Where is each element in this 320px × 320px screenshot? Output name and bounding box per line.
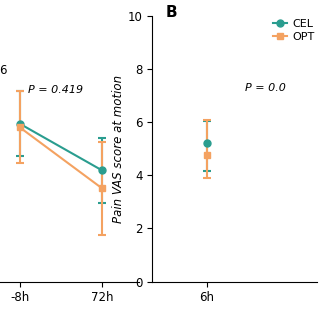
Text: B: B xyxy=(165,5,177,20)
Text: 0.156: 0.156 xyxy=(0,64,8,77)
Y-axis label: Pain VAS score at motion: Pain VAS score at motion xyxy=(112,75,125,223)
Legend: CEL, OPT: CEL, OPT xyxy=(273,19,315,42)
Text: P = 0.0: P = 0.0 xyxy=(245,83,286,93)
Text: P = 0.419: P = 0.419 xyxy=(28,85,83,95)
